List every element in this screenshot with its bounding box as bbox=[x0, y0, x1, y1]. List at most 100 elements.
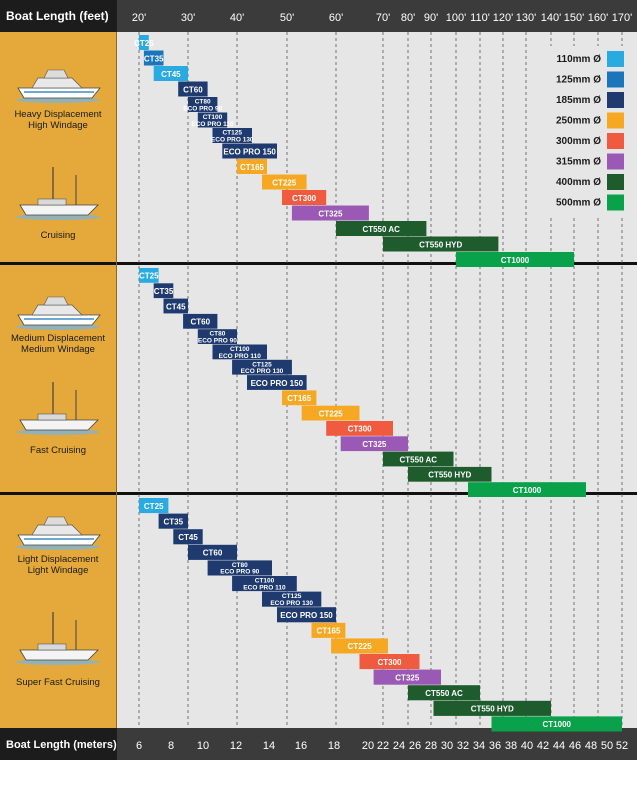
bar-rect bbox=[232, 576, 297, 592]
feet-tick-label: 40' bbox=[230, 12, 244, 24]
legend-swatch bbox=[607, 71, 624, 88]
feet-tick-label: 160' bbox=[588, 12, 608, 24]
legend-label: 185mm Ø bbox=[556, 95, 601, 106]
bar-rect bbox=[262, 174, 307, 190]
bar-ct325: CT325 bbox=[340, 436, 408, 452]
bar-label: CT25 bbox=[144, 502, 164, 511]
bar-ct325: CT325 bbox=[291, 205, 369, 221]
motorboat-hull-icon bbox=[17, 87, 101, 99]
meter-tick-label: 46 bbox=[569, 740, 581, 752]
sailboat-hull-icon bbox=[19, 419, 99, 431]
category-label: High Windage bbox=[28, 120, 88, 131]
bar-label: ECO PRO 90 bbox=[183, 105, 222, 112]
bar-rect bbox=[153, 283, 174, 299]
bar-rect bbox=[183, 313, 218, 329]
cabin-icon bbox=[37, 643, 67, 651]
water-icon bbox=[16, 659, 100, 665]
feet-tick-label: 170' bbox=[612, 12, 632, 24]
bar-label: CT45 bbox=[166, 302, 186, 311]
plot-panel-bg bbox=[117, 265, 637, 495]
feet-tick-label: 50' bbox=[280, 12, 294, 24]
bar-label: CT165 bbox=[316, 627, 341, 636]
bar-rect bbox=[247, 375, 307, 390]
boat-illustration bbox=[16, 69, 101, 103]
bar-label: CT550 HYD bbox=[471, 705, 514, 714]
header-label: Boat Length (feet) bbox=[6, 9, 109, 23]
feet-tick-label: 150' bbox=[564, 12, 584, 24]
bar-label: CT100 bbox=[203, 114, 223, 121]
bar-label: CT165 bbox=[240, 163, 265, 172]
legend-swatch bbox=[607, 153, 624, 170]
bar-rect bbox=[262, 591, 322, 607]
bar-rect bbox=[197, 329, 237, 344]
bar-label: ECO PRO 150 bbox=[251, 379, 304, 388]
bar-label: CT225 bbox=[348, 642, 373, 651]
bar-rect bbox=[277, 607, 336, 623]
bar-rect bbox=[383, 451, 454, 467]
bar-ct25: CT25 bbox=[134, 35, 154, 50]
bar-label: CT1000 bbox=[513, 486, 542, 495]
bar-label: CT100 bbox=[255, 578, 275, 585]
bar-label: CT1000 bbox=[501, 256, 530, 265]
bar-label: CT165 bbox=[287, 394, 312, 403]
feet-tick-label: 100' bbox=[446, 12, 466, 24]
bar-label: CT550 AC bbox=[362, 225, 400, 234]
feet-tick-label: 90' bbox=[424, 12, 438, 24]
meter-tick-label: 32 bbox=[457, 740, 469, 752]
meter-tick-label: 14 bbox=[263, 740, 275, 752]
bar-ct35: CT35 bbox=[153, 283, 174, 299]
legend-swatch bbox=[607, 133, 624, 149]
bar-label: CT550 AC bbox=[425, 689, 463, 698]
meter-tick-label: 18 bbox=[328, 740, 340, 752]
motorboat-hull-icon bbox=[17, 314, 101, 326]
bar-rect bbox=[188, 544, 237, 560]
legend-label: 315mm Ø bbox=[556, 157, 601, 168]
meter-tick-label: 8 bbox=[168, 740, 174, 752]
bar-label: ECO PRO 130 bbox=[270, 600, 313, 607]
meter-tick-label: 12 bbox=[230, 740, 242, 752]
category-label: Light Windage bbox=[28, 565, 89, 576]
bar-ct550-ac: CT550 AC bbox=[408, 685, 480, 701]
bar-label: CT80 bbox=[209, 331, 225, 338]
bar-label: ECO PRO 110 bbox=[243, 584, 286, 591]
bar-rect bbox=[373, 669, 441, 685]
bar-rect bbox=[340, 436, 408, 452]
bar-label: CT35 bbox=[144, 54, 164, 63]
meter-tick-label: 6 bbox=[136, 740, 142, 752]
bar-ct165: CT165 bbox=[237, 159, 267, 174]
bar-rect bbox=[491, 716, 622, 732]
feet-tick-label: 60' bbox=[329, 12, 343, 24]
category-label: Cruising bbox=[41, 230, 76, 241]
legend-swatch bbox=[607, 194, 624, 211]
feet-axis: 20' 30' 40' 50' 60' 70' 80' 90' 100' 110' 120' 130'… bbox=[132, 12, 632, 24]
bar-ct1000: CT1000 bbox=[468, 482, 586, 497]
boat-illustration bbox=[16, 612, 100, 665]
bar-label: CT300 bbox=[377, 658, 402, 667]
bar-ct550-ac: CT550 AC bbox=[383, 451, 454, 467]
meter-tick-label: 16 bbox=[295, 740, 307, 752]
bar-label: ECO PRO 90 bbox=[220, 569, 259, 576]
bar-label: CT325 bbox=[362, 440, 387, 449]
bar-label: CT550 HYD bbox=[419, 240, 462, 249]
meter-tick-label: 30 bbox=[441, 740, 453, 752]
bar-rect bbox=[212, 344, 267, 360]
bar-rect bbox=[331, 638, 388, 654]
bar-rect bbox=[433, 700, 551, 716]
legend-swatch bbox=[607, 112, 624, 129]
bar-ct550-hyd: CT550 HYD bbox=[383, 236, 499, 252]
bar-rect bbox=[139, 268, 159, 283]
bar-label: CT125 bbox=[282, 593, 302, 600]
bar-rect bbox=[301, 405, 360, 421]
water-icon bbox=[16, 214, 100, 220]
bar-rect bbox=[139, 498, 169, 514]
bar-rect bbox=[222, 143, 277, 159]
bar-label: CT1000 bbox=[543, 720, 572, 729]
bar-rect bbox=[468, 482, 586, 497]
legend: 110mm Ø 125mm Ø 185mm Ø 250mm Ø 300mm Ø 315mm… bbox=[548, 46, 632, 216]
legend-label: 125mm Ø bbox=[556, 75, 601, 86]
